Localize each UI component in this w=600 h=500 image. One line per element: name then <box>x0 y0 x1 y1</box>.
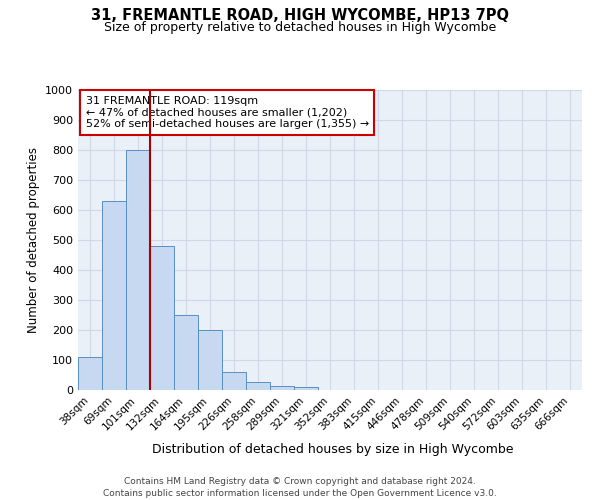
Bar <box>150 246 174 390</box>
Text: 31, FREMANTLE ROAD, HIGH WYCOMBE, HP13 7PQ: 31, FREMANTLE ROAD, HIGH WYCOMBE, HP13 7… <box>91 8 509 22</box>
Bar <box>294 387 318 390</box>
Bar <box>270 386 294 390</box>
Text: Contains public sector information licensed under the Open Government Licence v3: Contains public sector information licen… <box>103 489 497 498</box>
Bar <box>246 382 270 390</box>
Bar <box>102 201 126 390</box>
Bar <box>126 150 150 390</box>
Bar <box>78 357 102 390</box>
Y-axis label: Number of detached properties: Number of detached properties <box>26 147 40 333</box>
Text: Size of property relative to detached houses in High Wycombe: Size of property relative to detached ho… <box>104 21 496 34</box>
Bar <box>198 330 222 390</box>
Bar <box>174 315 198 390</box>
Bar <box>222 372 246 390</box>
Text: Distribution of detached houses by size in High Wycombe: Distribution of detached houses by size … <box>152 442 514 456</box>
Text: Contains HM Land Registry data © Crown copyright and database right 2024.: Contains HM Land Registry data © Crown c… <box>124 478 476 486</box>
Text: 31 FREMANTLE ROAD: 119sqm
← 47% of detached houses are smaller (1,202)
52% of se: 31 FREMANTLE ROAD: 119sqm ← 47% of detac… <box>86 96 369 129</box>
